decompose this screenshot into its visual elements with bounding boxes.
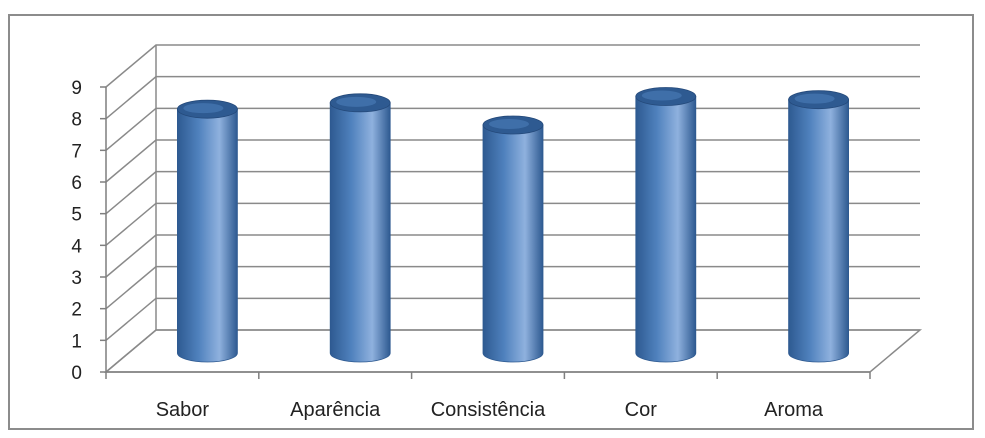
bar-aparência [329, 93, 391, 363]
gridline [105, 75, 920, 120]
y-tick-label: 9 [71, 78, 82, 99]
bar-top-highlight [183, 103, 224, 114]
y-tick-label: 2 [71, 300, 82, 321]
x-tick-label: Aroma [764, 399, 824, 421]
y-tick-label: 1 [71, 331, 82, 352]
bar-aroma [788, 90, 849, 363]
y-tick-label: 7 [71, 141, 82, 162]
y-tick-label: 0 [71, 363, 82, 384]
bar-body [482, 124, 544, 363]
bar-top-highlight [336, 96, 377, 107]
y-tick-label: 6 [71, 173, 82, 194]
bar-body [177, 108, 238, 363]
bar-consistência [482, 115, 544, 363]
x-tick-label: Aparência [290, 399, 381, 421]
y-tick-label: 5 [71, 205, 82, 226]
bars [176, 87, 849, 363]
bar-top-highlight [489, 119, 529, 129]
y-tick-label: 8 [71, 110, 82, 131]
bar-sabor [176, 99, 238, 363]
y-tick-label: 3 [71, 268, 82, 289]
x-tick-label: Sabor [156, 399, 210, 421]
y-tick-label: 4 [71, 236, 82, 257]
x-axis-labels: Sabor Aparência Consistência Cor Aroma [156, 399, 824, 421]
bar-top-highlight [641, 90, 682, 101]
x-tick-label: Consistência [431, 399, 546, 421]
bar-body [788, 99, 849, 363]
bar-body [635, 96, 697, 363]
axes [105, 87, 871, 379]
gridline [105, 44, 920, 88]
bar-body [329, 102, 391, 363]
bar-top-highlight [794, 93, 835, 104]
bar-cor [635, 87, 697, 363]
y-axis-ticks: 0 1 2 3 4 5 6 7 8 9 [71, 78, 106, 384]
x-tick-label: Cor [625, 399, 658, 421]
